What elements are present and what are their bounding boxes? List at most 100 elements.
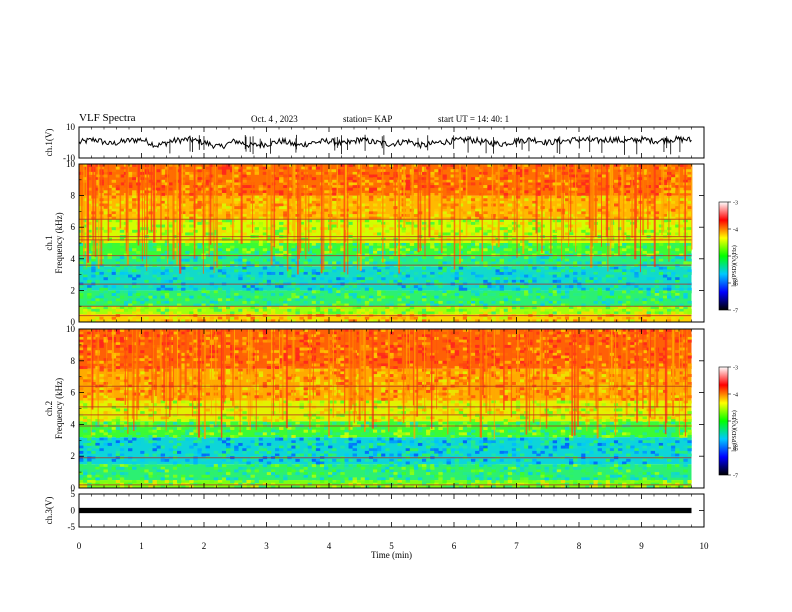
psd-cell (630, 311, 635, 315)
psd-cell (348, 221, 353, 225)
psd-cell (409, 300, 415, 304)
psd-cell (438, 285, 443, 289)
psd-cell (658, 258, 664, 262)
psd-cell (193, 347, 198, 351)
psd-cell (585, 214, 590, 217)
psd-cell (205, 336, 210, 340)
psd-cell (536, 179, 541, 183)
psd-cell (434, 250, 439, 254)
psd-cell (128, 293, 133, 296)
psd-cell (662, 179, 668, 183)
psd-cell (503, 344, 509, 348)
psd-cell (234, 169, 239, 173)
psd-cell (279, 316, 284, 320)
psd-cell (209, 195, 215, 199)
psd-cell (136, 274, 141, 278)
psd-cell (401, 245, 406, 249)
psd-cell (172, 319, 178, 323)
colorbar-tick-label: -5 (733, 255, 738, 261)
psd-cell (172, 306, 178, 310)
psd-cell (581, 179, 586, 183)
psd-cell (430, 245, 435, 249)
psd-cell (193, 200, 198, 204)
psd-cell (446, 347, 451, 351)
psd-cell (662, 206, 668, 210)
psd-cell (299, 243, 304, 246)
psd-cell (266, 258, 272, 262)
waveform-trace (78, 134, 692, 150)
psd-cell (495, 211, 500, 215)
psd-cell (217, 344, 223, 348)
psd-cell (560, 256, 566, 260)
psd-cell (650, 347, 656, 351)
psd-cell (136, 298, 141, 302)
sferic-streak (440, 164, 443, 254)
psd-cell (340, 274, 345, 278)
psd-cell (675, 237, 680, 241)
psd-cell (132, 245, 137, 249)
psd-cell (597, 316, 602, 320)
psd-cell (242, 336, 247, 340)
psd-cell (487, 308, 492, 312)
psd-cell (364, 347, 370, 351)
y-tick-label: 10 (66, 159, 76, 169)
psd-cell (368, 290, 374, 294)
psd-cell (581, 253, 586, 257)
psd-cell (458, 298, 464, 302)
psd-cell (356, 279, 362, 283)
psd-cell (622, 347, 627, 351)
psd-cell (507, 171, 513, 175)
psd-cell (413, 336, 419, 340)
psd-cell (360, 253, 366, 257)
sferic-streak (232, 164, 235, 237)
psd-cell (564, 232, 570, 236)
psd-cell (254, 308, 259, 312)
psd-cell (385, 311, 390, 315)
psd-cell (164, 339, 170, 343)
psd-cell (585, 298, 590, 302)
psd-cell (332, 219, 337, 223)
psd-cell (209, 319, 215, 323)
psd-cell (299, 269, 304, 273)
psd-cell (242, 266, 247, 270)
psd-cell (401, 227, 406, 231)
psd-cell (548, 290, 553, 294)
psd-cell (299, 266, 304, 270)
psd-cell (483, 293, 488, 296)
psd-cell (581, 214, 586, 217)
psd-cell (679, 342, 684, 346)
psd-cell (352, 200, 357, 204)
psd-cell (364, 192, 370, 196)
psd-cell (217, 248, 223, 252)
psd-cell (495, 229, 500, 233)
psd-cell (499, 287, 504, 291)
psd-cell (422, 298, 427, 302)
psd-cell (352, 174, 357, 178)
psd-cell (675, 295, 680, 299)
psd-cell (213, 261, 219, 265)
psd-cell (254, 240, 259, 244)
psd-cell (622, 316, 627, 320)
psd-cell (185, 250, 190, 254)
psd-cell (601, 187, 607, 191)
psd-cell (667, 339, 672, 343)
psd-cell (209, 164, 215, 167)
psd-cell (381, 274, 386, 278)
psd-cell (381, 277, 386, 281)
psd-cell (324, 200, 329, 204)
psd-cell (291, 316, 296, 320)
psd-cell (397, 303, 402, 307)
psd-cell (373, 216, 378, 220)
psd-cell (385, 306, 390, 310)
psd-cell (401, 311, 406, 315)
psd-cell (242, 300, 247, 304)
psd-cell (270, 211, 276, 215)
psd-cell (528, 306, 533, 310)
psd-cell (356, 300, 362, 304)
psd-cell (295, 274, 300, 278)
psd-cell (630, 269, 635, 273)
psd-cell (487, 293, 492, 296)
psd-cell (270, 256, 276, 260)
psd-cell (540, 274, 545, 278)
psd-cell (466, 198, 472, 202)
